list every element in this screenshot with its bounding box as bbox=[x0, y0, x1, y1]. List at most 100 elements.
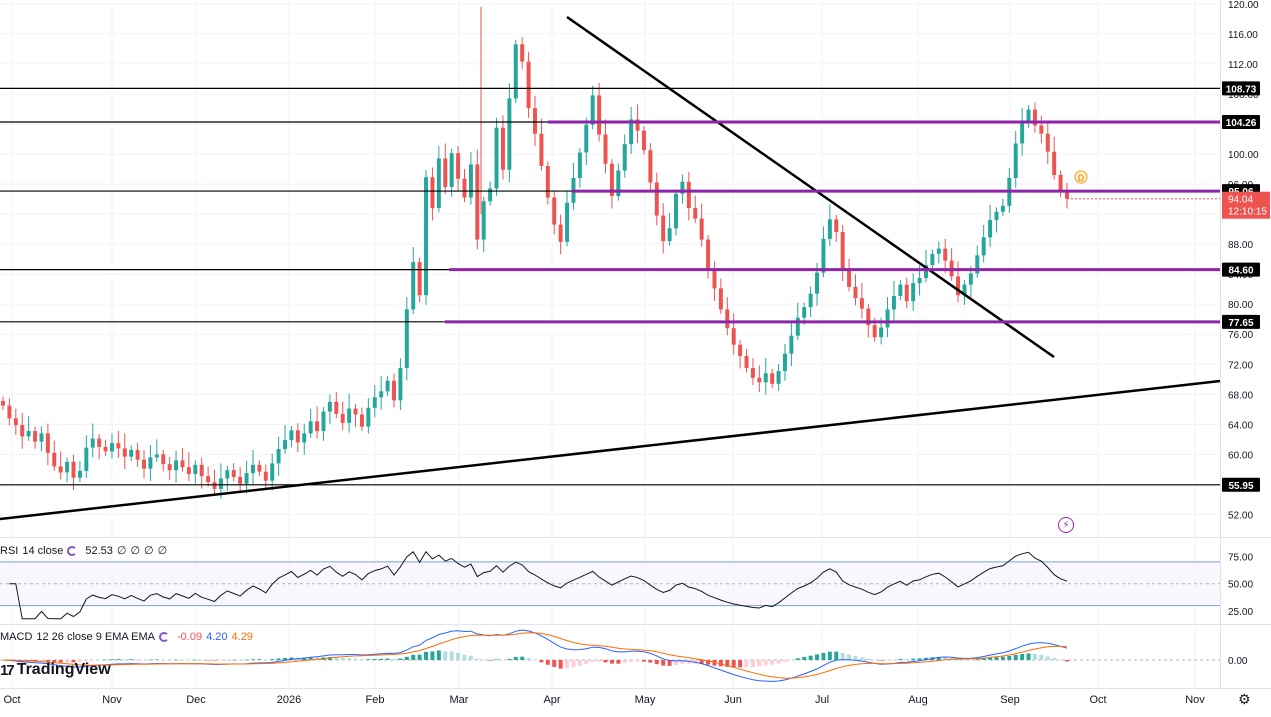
macd-histogram-bar bbox=[815, 654, 820, 660]
candle bbox=[949, 248, 954, 281]
macd-histogram-bar bbox=[462, 654, 467, 660]
macd-histogram-bar bbox=[635, 660, 640, 662]
candle-body bbox=[77, 470, 82, 478]
rsi-extra-3: ∅ bbox=[157, 545, 168, 557]
candle-body bbox=[174, 460, 179, 471]
candle-body bbox=[494, 127, 499, 189]
candle bbox=[276, 436, 281, 476]
macd-histogram-bar bbox=[962, 659, 967, 660]
candle bbox=[231, 463, 236, 482]
candle-body bbox=[122, 448, 127, 457]
macd-histogram-bar bbox=[520, 656, 525, 660]
candle-body bbox=[802, 307, 807, 318]
macd-histogram-bar bbox=[84, 660, 89, 662]
macd-histogram-bar bbox=[641, 660, 646, 662]
macd-histogram-bar bbox=[1058, 659, 1063, 661]
macd-histogram-bar bbox=[468, 655, 473, 660]
candle bbox=[853, 274, 858, 306]
candle-body bbox=[635, 119, 640, 131]
macd-histogram-bar bbox=[1020, 653, 1025, 660]
macd-histogram-bar bbox=[488, 660, 493, 661]
macd-legend[interactable]: MACD 12 26 close 9 EMA EMA -0.09 4.20 4.… bbox=[0, 631, 253, 643]
lightning-icon[interactable]: ⚡ bbox=[1058, 517, 1074, 533]
candle bbox=[1045, 121, 1050, 165]
price-tick-label: 60.00 bbox=[1228, 450, 1253, 461]
macd-histogram-bar bbox=[52, 660, 57, 663]
macd-histogram-bar bbox=[917, 658, 922, 660]
rsi-legend[interactable]: RSI 14 close 52.53 ∅ ∅ ∅ ∅ bbox=[0, 544, 168, 558]
candle bbox=[699, 203, 704, 247]
candle bbox=[654, 172, 659, 226]
rsi-extra-2: ∅ bbox=[144, 545, 154, 557]
candle bbox=[97, 434, 102, 460]
candle-body bbox=[129, 449, 134, 457]
candle-body bbox=[462, 178, 467, 198]
candle-body bbox=[699, 218, 704, 240]
candle-body bbox=[302, 433, 307, 443]
candle bbox=[693, 195, 698, 224]
time-tick-label: Nov bbox=[1185, 694, 1205, 706]
candle bbox=[718, 278, 723, 314]
candle bbox=[584, 117, 589, 165]
cycle-icon[interactable] bbox=[67, 545, 78, 556]
candle bbox=[757, 365, 762, 393]
tradingview-logo[interactable]: 17 TradingView bbox=[0, 661, 111, 679]
macd-histogram-bar bbox=[212, 660, 217, 661]
macd-histogram-bar bbox=[167, 659, 172, 661]
candle-body bbox=[379, 391, 384, 398]
falling-trendline bbox=[566, 15, 1055, 359]
candle-body bbox=[866, 308, 871, 326]
candle-body bbox=[238, 476, 243, 484]
macd-histogram-bar bbox=[539, 660, 544, 663]
candle bbox=[225, 465, 230, 491]
macd-histogram-bar bbox=[231, 659, 236, 661]
candle-body bbox=[731, 328, 736, 345]
candle-body bbox=[65, 461, 70, 473]
candle-body bbox=[340, 413, 345, 423]
level-label-55.95: 55.95 bbox=[1222, 477, 1260, 492]
candle bbox=[968, 266, 973, 298]
cycle-icon[interactable] bbox=[159, 632, 170, 642]
macd-histogram-bar bbox=[129, 659, 134, 660]
candle-body bbox=[443, 158, 448, 188]
candle-body bbox=[917, 277, 922, 284]
candle-body bbox=[199, 464, 204, 477]
price-tick-label: 100.00 bbox=[1228, 150, 1259, 161]
candle-body bbox=[994, 211, 999, 221]
macd-histogram-bar bbox=[398, 658, 403, 660]
gear-icon[interactable]: ⚙ bbox=[1238, 691, 1251, 707]
candle-body bbox=[667, 228, 672, 242]
candle bbox=[58, 451, 63, 480]
candle-body bbox=[776, 371, 781, 384]
candle bbox=[533, 95, 537, 147]
candle bbox=[1013, 131, 1018, 188]
macd-histogram-bar bbox=[981, 658, 986, 660]
candle bbox=[904, 277, 909, 309]
candle bbox=[789, 323, 794, 367]
candle bbox=[1, 396, 5, 411]
macd-histogram-bar bbox=[629, 660, 634, 662]
candle-body bbox=[58, 466, 63, 473]
candle bbox=[468, 152, 473, 205]
candle-body bbox=[956, 276, 961, 296]
candle-body bbox=[39, 433, 44, 442]
candle-body bbox=[347, 408, 352, 423]
candle-body bbox=[988, 220, 993, 238]
level-label-text: 108.73 bbox=[1226, 84, 1257, 95]
candle-body bbox=[353, 408, 358, 415]
candle-body bbox=[430, 177, 435, 209]
candle-body bbox=[109, 443, 114, 452]
macd-histogram-bar bbox=[847, 654, 852, 660]
candle-body bbox=[891, 295, 896, 310]
candle-body bbox=[90, 438, 95, 448]
macd-histogram-bar bbox=[340, 658, 345, 660]
candle bbox=[398, 358, 403, 411]
macd-histogram-bar bbox=[443, 651, 448, 660]
macd-histogram-bar bbox=[552, 660, 557, 667]
macd-histogram-bar bbox=[308, 657, 313, 660]
candle-body bbox=[404, 309, 409, 369]
macd-histogram-bar bbox=[994, 657, 999, 660]
macd-histogram-bar bbox=[283, 657, 288, 660]
